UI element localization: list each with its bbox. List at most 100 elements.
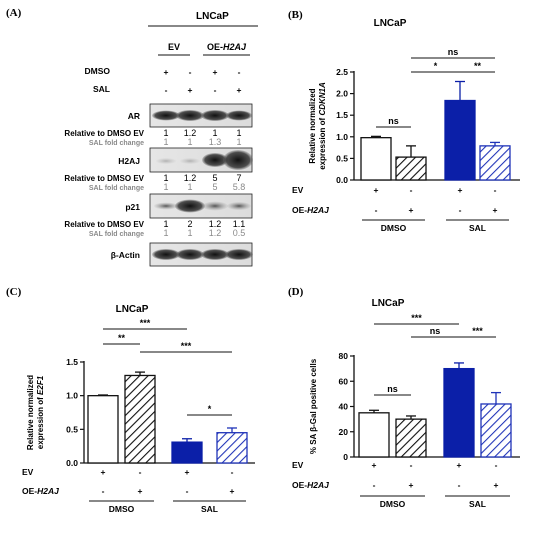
y-tick-label: 1.5 xyxy=(66,357,78,367)
oe-sign: + xyxy=(409,205,414,215)
group-oe-label: OE-H2AJ xyxy=(207,42,247,52)
p21-rel-label: Relative to DMSO EV xyxy=(64,220,144,229)
significance-label: ns xyxy=(448,47,459,57)
y-axis-label: Relative normalizedexpression of E2F1 xyxy=(26,375,45,450)
bar xyxy=(87,395,119,464)
y-axis-label: % SA β-Gal positive cells xyxy=(309,358,318,454)
group-label: SAL xyxy=(469,223,486,233)
row-ev-label: EV xyxy=(292,185,304,195)
significance-label: * xyxy=(208,404,212,414)
bar xyxy=(360,137,392,181)
group-label: DMSO xyxy=(380,499,406,509)
blot-ar-label: AR xyxy=(128,111,140,121)
bar xyxy=(124,374,156,464)
oe-sign: + xyxy=(409,480,414,490)
chart-panel-c: (C) LNCaP 0.0 0.5 1.0 1.5 Relative normalizede… xyxy=(6,286,255,514)
significance-label: ns xyxy=(387,384,398,394)
panel-letter: (C) xyxy=(6,286,22,298)
blot-actin-label: β-Actin xyxy=(111,250,140,260)
row-oe-label: OE-H2AJ xyxy=(292,480,329,490)
oe-sign: - xyxy=(458,480,461,490)
sal-sign: - xyxy=(165,85,168,95)
bar xyxy=(395,156,427,181)
significance-label: * xyxy=(434,61,438,71)
ev-sign: - xyxy=(495,460,498,470)
sal-sign: + xyxy=(237,85,242,95)
fold-value: 1 xyxy=(187,182,192,192)
fold-value: 1 xyxy=(187,137,192,147)
h2aj-rel-label: Relative to DMSO EV xyxy=(64,174,144,183)
h2aj-fold-label: SAL fold change xyxy=(89,185,144,192)
blot-h2aj-label: H2AJ xyxy=(118,156,140,166)
rel-value: 1 xyxy=(163,173,168,183)
bar xyxy=(479,145,511,181)
row-sal-label: SAL xyxy=(93,84,110,94)
bar xyxy=(171,441,203,464)
bar xyxy=(395,418,427,458)
blot-p21 xyxy=(149,193,253,219)
y-tick-label: 1.5 xyxy=(336,110,348,120)
ev-sign: - xyxy=(410,460,413,470)
p21-fold-label: SAL fold change xyxy=(89,231,144,238)
y-tick-label: 20 xyxy=(339,427,349,437)
y-axis-label: Relative normalizedexpression of CDKN1A xyxy=(308,82,327,170)
rel-value: 2 xyxy=(187,219,192,229)
chart-title: LNCaP xyxy=(116,304,149,315)
ev-sign: + xyxy=(372,460,377,470)
ev-sign: - xyxy=(410,185,413,195)
y-tick-label: 0.5 xyxy=(336,153,348,163)
chart-panel-d: (D) LNCaP 0 20 40 60 80 % SA β-Gal positive cel… xyxy=(288,286,520,509)
sal-sign: - xyxy=(214,85,217,95)
blot-ar xyxy=(149,103,253,128)
significance-label: *** xyxy=(411,313,422,323)
bar xyxy=(480,403,512,458)
row-oe-label: OE-H2AJ xyxy=(292,205,329,215)
rel-value: 1.1 xyxy=(233,219,246,229)
group-label: SAL xyxy=(201,504,218,514)
row-ev-label: EV xyxy=(22,467,34,477)
rel-value: 1 xyxy=(163,219,168,229)
group-ev-label: EV xyxy=(168,42,180,52)
fold-value: 0.5 xyxy=(233,228,246,238)
group-label: SAL xyxy=(469,499,486,509)
ev-sign: + xyxy=(458,185,463,195)
oe-sign: + xyxy=(494,480,499,490)
fold-value: 1 xyxy=(187,228,192,238)
blot-h2aj xyxy=(149,147,253,173)
panel-letter: (D) xyxy=(288,286,304,298)
ev-sign: + xyxy=(374,185,379,195)
panel-letter: (B) xyxy=(288,9,303,21)
rel-value: 1.2 xyxy=(209,219,222,229)
significance-label: *** xyxy=(140,318,151,328)
group-label: DMSO xyxy=(381,223,407,233)
fold-value: 1 xyxy=(163,182,168,192)
significance-label: ns xyxy=(388,116,399,126)
ev-sign: + xyxy=(185,467,190,477)
y-tick-label: 1.0 xyxy=(66,391,78,401)
oe-sign: - xyxy=(459,205,462,215)
blot-quantification: 1 1.2 1 11 1 1.3 11 1.2 5 71 1 5 5.81 2 1.2 1.11 1 1.2 0.5 xyxy=(163,128,245,238)
ev-sign: - xyxy=(494,185,497,195)
y-tick-label: 0.0 xyxy=(336,175,348,185)
chart-title: LNCaP xyxy=(372,298,405,309)
row-dmso-label: DMSO xyxy=(85,66,111,76)
y-tick-label: 60 xyxy=(339,376,349,386)
sal-sign: + xyxy=(188,85,193,95)
y-tick-label: 40 xyxy=(339,402,349,412)
fold-value: 1 xyxy=(236,137,241,147)
dmso-sign: - xyxy=(238,67,241,77)
y-tick-label: 0.5 xyxy=(66,424,78,434)
treatment-signs: + - + - - + - + xyxy=(164,67,242,95)
y-tick-label: 0.0 xyxy=(66,458,78,468)
rel-value: 1.2 xyxy=(184,128,197,138)
dmso-sign: + xyxy=(164,67,169,77)
oe-sign: + xyxy=(230,486,235,496)
fold-value: 1 xyxy=(163,137,168,147)
significance-label: ** xyxy=(118,333,126,343)
significance-label: *** xyxy=(472,326,483,336)
fold-value: 1.2 xyxy=(209,228,222,238)
bar xyxy=(444,99,476,181)
rel-value: 1.2 xyxy=(184,173,197,183)
rel-value: 1 xyxy=(212,128,217,138)
